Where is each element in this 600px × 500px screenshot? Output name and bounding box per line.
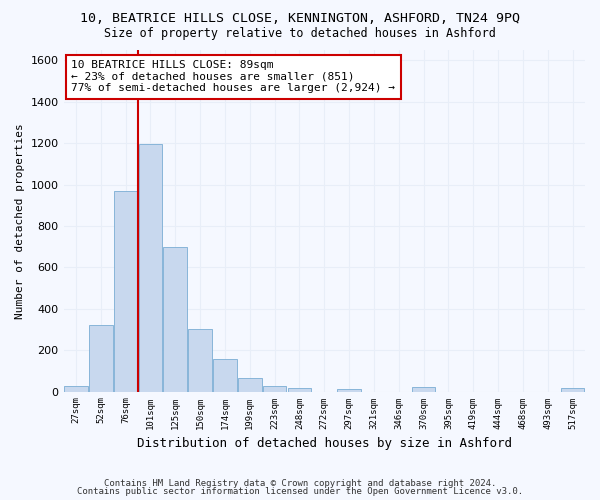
Text: 10 BEATRICE HILLS CLOSE: 89sqm
← 23% of detached houses are smaller (851)
77% of: 10 BEATRICE HILLS CLOSE: 89sqm ← 23% of …: [71, 60, 395, 94]
Bar: [213, 360, 237, 392]
Text: 10, BEATRICE HILLS CLOSE, KENNINGTON, ASHFORD, TN24 9PQ: 10, BEATRICE HILLS CLOSE, KENNINGTON, AS…: [80, 12, 520, 26]
Bar: [561, 388, 584, 392]
Bar: [64, 386, 88, 392]
Bar: [89, 326, 113, 392]
Bar: [114, 191, 137, 392]
Y-axis label: Number of detached properties: Number of detached properties: [15, 123, 25, 318]
Bar: [263, 386, 286, 392]
Bar: [337, 388, 361, 392]
Text: Size of property relative to detached houses in Ashford: Size of property relative to detached ho…: [104, 28, 496, 40]
Text: Contains public sector information licensed under the Open Government Licence v3: Contains public sector information licen…: [77, 487, 523, 496]
X-axis label: Distribution of detached houses by size in Ashford: Distribution of detached houses by size …: [137, 437, 512, 450]
Bar: [188, 330, 212, 392]
Bar: [238, 378, 262, 392]
Bar: [287, 388, 311, 392]
Bar: [163, 246, 187, 392]
Bar: [412, 388, 436, 392]
Bar: [139, 144, 162, 392]
Text: Contains HM Land Registry data © Crown copyright and database right 2024.: Contains HM Land Registry data © Crown c…: [104, 478, 496, 488]
